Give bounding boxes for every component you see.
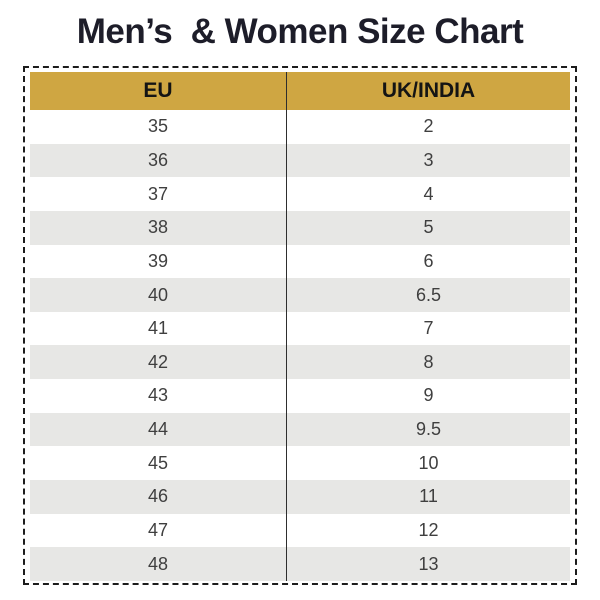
eu-size-cell: 48 — [30, 547, 287, 581]
table-row: 39 6 — [30, 244, 570, 279]
page-title: Men’s & Women Size Chart — [76, 12, 524, 51]
eu-size-cell: 36 — [30, 143, 287, 178]
uk-india-size-cell: 9.5 — [286, 412, 570, 447]
uk-india-size-cell: 6.5 — [286, 278, 570, 312]
uk-india-size-cell: 9 — [286, 379, 570, 413]
uk-india-size-cell: 5 — [286, 210, 570, 245]
size-table-header: EU UK/INDIA — [30, 72, 570, 110]
eu-size-cell: 44 — [30, 412, 287, 447]
uk-india-size-cell: 11 — [286, 480, 570, 514]
eu-size-cell: 42 — [30, 345, 287, 380]
table-row: 40 6.5 — [30, 278, 570, 312]
eu-size-cell: 38 — [30, 210, 287, 245]
eu-size-cell: 40 — [30, 278, 287, 312]
table-row: 35 2 — [30, 110, 570, 144]
table-row: 37 4 — [30, 177, 570, 211]
table-row: 47 12 — [30, 513, 570, 548]
table-row: 41 7 — [30, 311, 570, 346]
uk-india-size-cell: 12 — [286, 513, 570, 548]
uk-india-size-cell: 13 — [286, 547, 570, 581]
size-table-body: 35 2 36 3 37 4 38 5 39 6 40 6.5 41 7 42 … — [30, 110, 570, 581]
table-row: 45 10 — [30, 446, 570, 481]
size-table: EU UK/INDIA 35 2 36 3 37 4 38 5 39 6 40 … — [30, 72, 570, 581]
uk-india-size-cell: 4 — [286, 177, 570, 211]
eu-size-cell: 39 — [30, 244, 287, 279]
header-row: EU UK/INDIA — [30, 72, 570, 110]
eu-size-cell: 41 — [30, 311, 287, 346]
eu-size-cell: 35 — [30, 110, 287, 144]
eu-size-cell: 45 — [30, 446, 287, 481]
uk-india-size-cell: 7 — [286, 311, 570, 346]
uk-india-size-cell: 10 — [286, 446, 570, 481]
uk-india-size-cell: 2 — [286, 110, 570, 144]
eu-size-cell: 47 — [30, 513, 287, 548]
header-cell-eu: EU — [30, 72, 287, 110]
uk-india-size-cell: 6 — [286, 244, 570, 279]
header-cell-uk-india: UK/INDIA — [286, 72, 570, 110]
eu-size-cell: 43 — [30, 379, 287, 413]
table-row: 44 9.5 — [30, 412, 570, 447]
table-row: 46 11 — [30, 480, 570, 514]
eu-size-cell: 46 — [30, 480, 287, 514]
uk-india-size-cell: 3 — [286, 143, 570, 178]
table-row: 38 5 — [30, 210, 570, 245]
table-row: 48 13 — [30, 547, 570, 581]
table-row: 36 3 — [30, 143, 570, 178]
uk-india-size-cell: 8 — [286, 345, 570, 380]
table-row: 43 9 — [30, 379, 570, 413]
size-table-container: EU UK/INDIA 35 2 36 3 37 4 38 5 39 6 40 … — [23, 66, 577, 585]
eu-size-cell: 37 — [30, 177, 287, 211]
table-row: 42 8 — [30, 345, 570, 380]
